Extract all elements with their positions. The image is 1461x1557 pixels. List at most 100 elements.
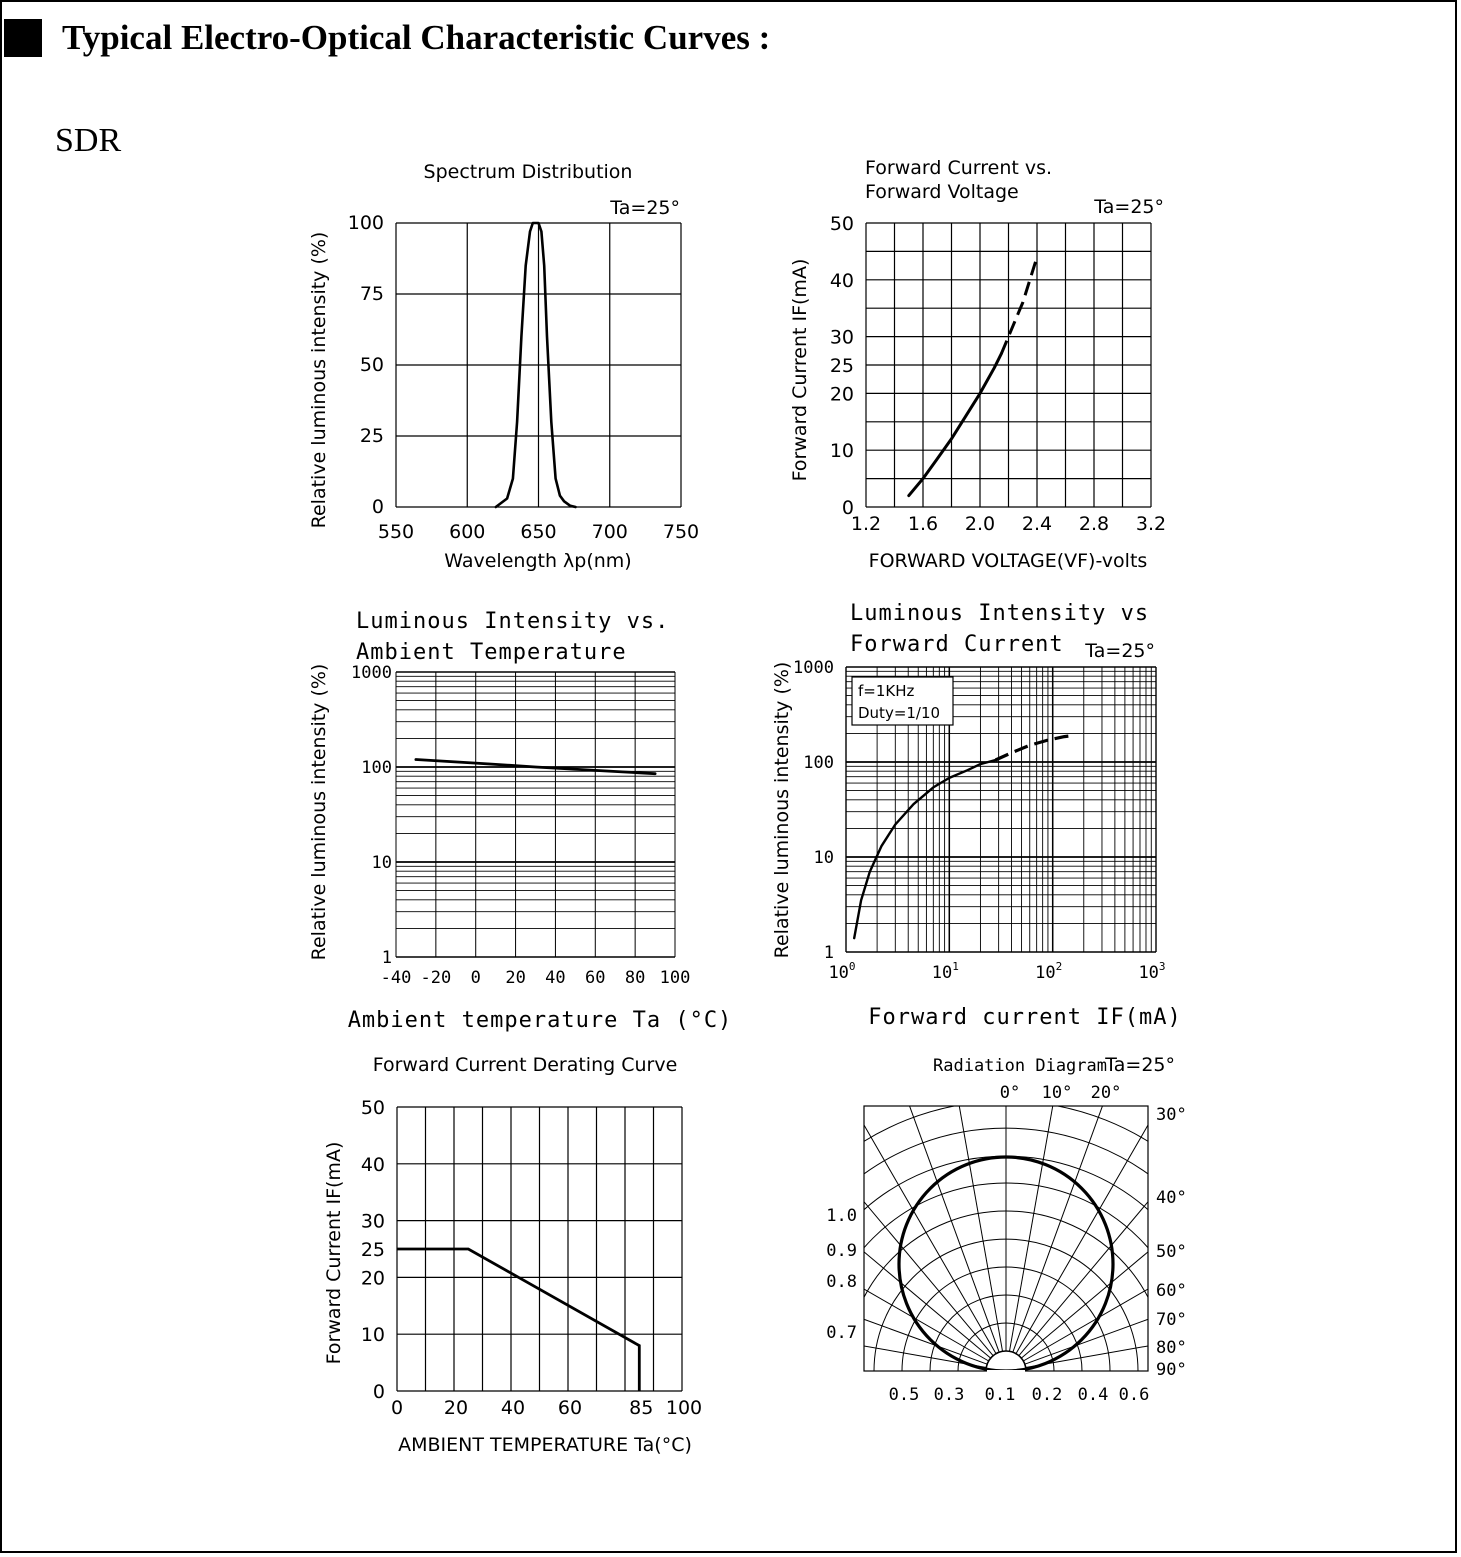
radiation-arc xyxy=(985,1350,1027,1371)
iv-chart: Forward Current vs. Forward Voltage Ta=2… xyxy=(789,157,1166,572)
radiation-spoke xyxy=(864,1288,989,1362)
radiation-title: Radiation Diagram xyxy=(933,1056,1107,1076)
radiation-angle-label: 0° xyxy=(1000,1083,1020,1103)
current-intensity-ytick: 1000 xyxy=(793,658,834,678)
temp-intensity-ytick: 10 xyxy=(372,853,392,873)
iv-ytick: 50 xyxy=(830,213,854,235)
radiation-spoke xyxy=(1025,1345,1148,1369)
derating-ytick: 0 xyxy=(373,1381,385,1403)
radiation-spoke xyxy=(864,1318,988,1365)
current-intensity-annotation-line2: Duty=1/10 xyxy=(858,704,940,722)
radiation-angle-label: 60° xyxy=(1156,1281,1187,1301)
iv-xtick: 1.6 xyxy=(908,513,938,535)
radiation-bottom-label: 0.2 xyxy=(1032,1385,1063,1405)
radiation-radius-label: 0.9 xyxy=(826,1241,857,1261)
radiation-bottom-labels: 0.5 0.3 0.1 0.2 0.4 0.6 xyxy=(889,1385,1150,1405)
derating-ytick: 30 xyxy=(361,1211,385,1233)
derating-ytick: 25 xyxy=(361,1239,385,1261)
spectrum-ticks: 550 600 650 700 750 0 25 50 75 100 xyxy=(348,212,699,543)
iv-series-line xyxy=(1000,256,1039,355)
derating-xtick: 85 xyxy=(629,1397,653,1419)
temp-intensity-chart: Luminous Intensity vs. Ambient Temperatu… xyxy=(308,609,733,1033)
current-intensity-xtick: 100 xyxy=(828,960,855,983)
current-intensity-xtick: 103 xyxy=(1138,960,1165,983)
current-intensity-ytick: 10 xyxy=(814,848,834,868)
temp-intensity-title-line2: Ambient Temperature xyxy=(356,640,627,665)
spectrum-xlabel: Wavelength λp(nm) xyxy=(444,550,631,572)
radiation-radius-labels: 1.0 0.9 0.8 0.7 xyxy=(826,1206,857,1343)
spectrum-xtick: 700 xyxy=(592,521,628,543)
derating-xtick: 20 xyxy=(444,1397,468,1419)
radiation-angle-label: 30° xyxy=(1156,1105,1187,1125)
radiation-bottom-label: 0.5 xyxy=(889,1385,920,1405)
temp-intensity-xtick: 80 xyxy=(625,968,645,988)
radiation-bottom-label: 0.3 xyxy=(934,1385,965,1405)
temp-intensity-xlabel: Ambient temperature Ta (°C) xyxy=(348,1008,733,1033)
derating-xtick: 100 xyxy=(666,1397,702,1419)
spectrum-ylabel: Relative luminous intensity (%) xyxy=(308,232,330,529)
radiation-spoke xyxy=(864,1345,987,1369)
iv-condition: Ta=25° xyxy=(1093,196,1164,218)
radiation-lobe xyxy=(897,1155,1115,1374)
radiation-right-angle-labels: 30° 40° 50° 60° 70° 80°90° xyxy=(1156,1105,1187,1380)
current-intensity-ytick: 1 xyxy=(824,943,834,963)
variant-label: SDR xyxy=(55,122,122,159)
derating-ytick: 40 xyxy=(361,1154,385,1176)
radiation-spoke xyxy=(864,1200,994,1357)
radiation-spoke xyxy=(958,1106,1004,1352)
spectrum-xtick: 650 xyxy=(520,521,556,543)
spectrum-chart: Spectrum Distribution Ta=25° 550 600 650 70… xyxy=(308,161,699,572)
radiation-spoke xyxy=(1020,1251,1148,1359)
radiation-angle-label: 40° xyxy=(1156,1188,1187,1208)
temp-intensity-title-line1: Luminous Intensity vs. xyxy=(356,609,669,634)
iv-ytick: 20 xyxy=(830,383,854,405)
spectrum-condition: Ta=25° xyxy=(609,197,680,219)
spectrum-ytick: 50 xyxy=(360,354,384,376)
current-intensity-xtick: 102 xyxy=(1035,960,1062,983)
derating-xlabel: AMBIENT TEMPERATURE Ta(°C) xyxy=(398,1434,692,1456)
spectrum-xtick: 550 xyxy=(378,521,414,543)
radiation-angle-label: 90° xyxy=(1156,1360,1187,1380)
iv-series-line xyxy=(907,352,1003,498)
radiation-angle-label: 80° xyxy=(1156,1338,1187,1358)
derating-xtick: 60 xyxy=(558,1397,582,1419)
current-intensity-condition: Ta=25° xyxy=(1084,640,1155,662)
current-intensity-ticks: 100 101 102 103 1 10 100 1000 xyxy=(793,658,1166,983)
derating-ytick: 10 xyxy=(361,1324,385,1346)
iv-xtick: 2.0 xyxy=(965,513,995,535)
temp-intensity-series-line xyxy=(414,758,657,776)
current-intensity-series-line xyxy=(853,758,997,940)
temp-intensity-ticks: -40 -20 0 20 40 60 80 100 1 10 100 1000 xyxy=(351,663,690,988)
radiation-spoke xyxy=(1024,1318,1148,1365)
temp-intensity-xtick: 60 xyxy=(585,968,605,988)
spectrum-xtick: 750 xyxy=(663,521,699,543)
current-intensity-curve xyxy=(853,733,1074,940)
iv-xtick: 1.2 xyxy=(851,513,881,535)
iv-grid xyxy=(865,222,1152,508)
radiation-spoke xyxy=(1008,1106,1054,1352)
spectrum-title: Spectrum Distribution xyxy=(424,161,633,183)
derating-title: Forward Current Derating Curve xyxy=(373,1054,678,1076)
bullet-square-icon xyxy=(4,19,42,57)
radiation-spoke xyxy=(1018,1200,1148,1357)
radiation-spoke xyxy=(1023,1288,1148,1362)
temp-intensity-ylabel: Relative luminous intensity (%) xyxy=(308,664,330,961)
iv-title-line2: Forward Voltage xyxy=(865,181,1019,203)
current-intensity-annotation-line1: f=1KHz xyxy=(858,682,915,700)
iv-ytick: 30 xyxy=(830,327,854,349)
spectrum-ytick: 0 xyxy=(372,496,384,518)
derating-curve xyxy=(397,1247,641,1391)
radiation-spoke xyxy=(1015,1124,1148,1354)
radiation-center-gap xyxy=(987,1370,1025,1374)
derating-ticks: 0 20 40 60 85 100 0 10 20 25 30 40 50 xyxy=(361,1097,702,1419)
temp-intensity-ytick: 1 xyxy=(382,948,392,968)
iv-ytick: 25 xyxy=(830,355,854,377)
iv-xlabel: FORWARD VOLTAGE(VF)-volts xyxy=(869,550,1148,572)
current-intensity-xlabel: Forward current IF(mA) xyxy=(868,1005,1181,1030)
derating-chart: Forward Current Derating Curve 0 20 40 60 85… xyxy=(323,1054,702,1456)
iv-xtick: 2.8 xyxy=(1079,513,1109,535)
radiation-angle-label: 50° xyxy=(1156,1242,1187,1262)
temp-intensity-grid xyxy=(395,671,676,958)
derating-series-line xyxy=(397,1247,641,1391)
